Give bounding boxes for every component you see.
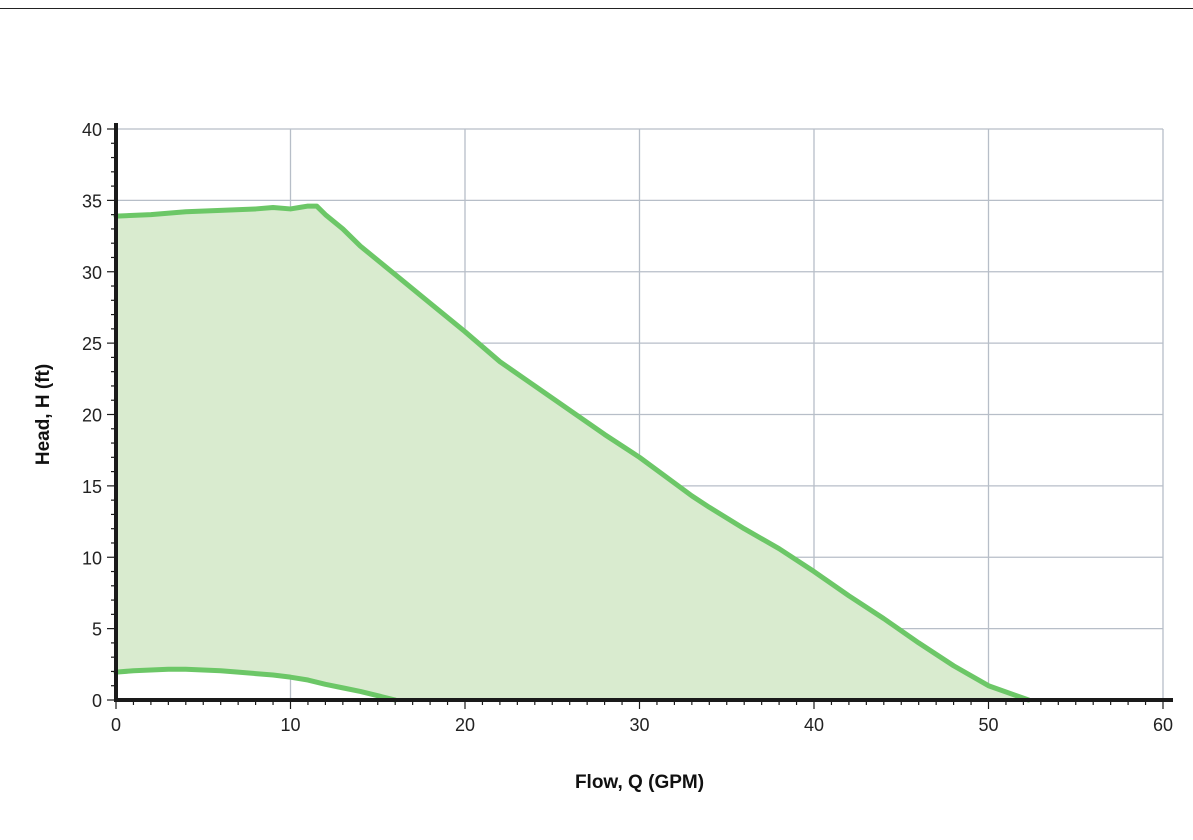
y-tick-label: 10	[82, 548, 102, 568]
lower-head-curve	[113, 666, 398, 703]
grid	[116, 128, 1164, 700]
y-tick-label: 25	[82, 334, 102, 354]
x-tick-label: 30	[629, 715, 649, 735]
x-tick-label: 20	[455, 715, 475, 735]
y-tick-label: 0	[92, 691, 102, 711]
y-tick-label: 20	[82, 406, 102, 426]
upper-head-curve	[113, 203, 1032, 703]
x-tick-label: 60	[1153, 715, 1173, 735]
y-tick-label: 5	[92, 620, 102, 640]
y-axis-title: Head, H (ft)	[33, 364, 54, 465]
x-axis-title: Flow, Q (GPM)	[575, 772, 704, 793]
minor-ticks	[107, 128, 1164, 709]
y-tick-label: 15	[82, 477, 102, 497]
y-tick-label: 40	[82, 120, 102, 140]
y-tick-label: 35	[82, 191, 102, 211]
y-tick-labels: 0 5 10 15 20 25 30 35 40	[82, 120, 102, 711]
top-border-line	[0, 8, 1193, 9]
x-tick-label: 40	[804, 715, 824, 735]
x-tick-label: 10	[280, 715, 300, 735]
x-tick-label: 50	[978, 715, 998, 735]
x-tick-label: 0	[111, 715, 121, 735]
y-tick-label: 30	[82, 263, 102, 283]
operating-area	[116, 206, 1029, 700]
x-tick-labels: 0 10 20 30 40 50 60	[111, 715, 1173, 735]
